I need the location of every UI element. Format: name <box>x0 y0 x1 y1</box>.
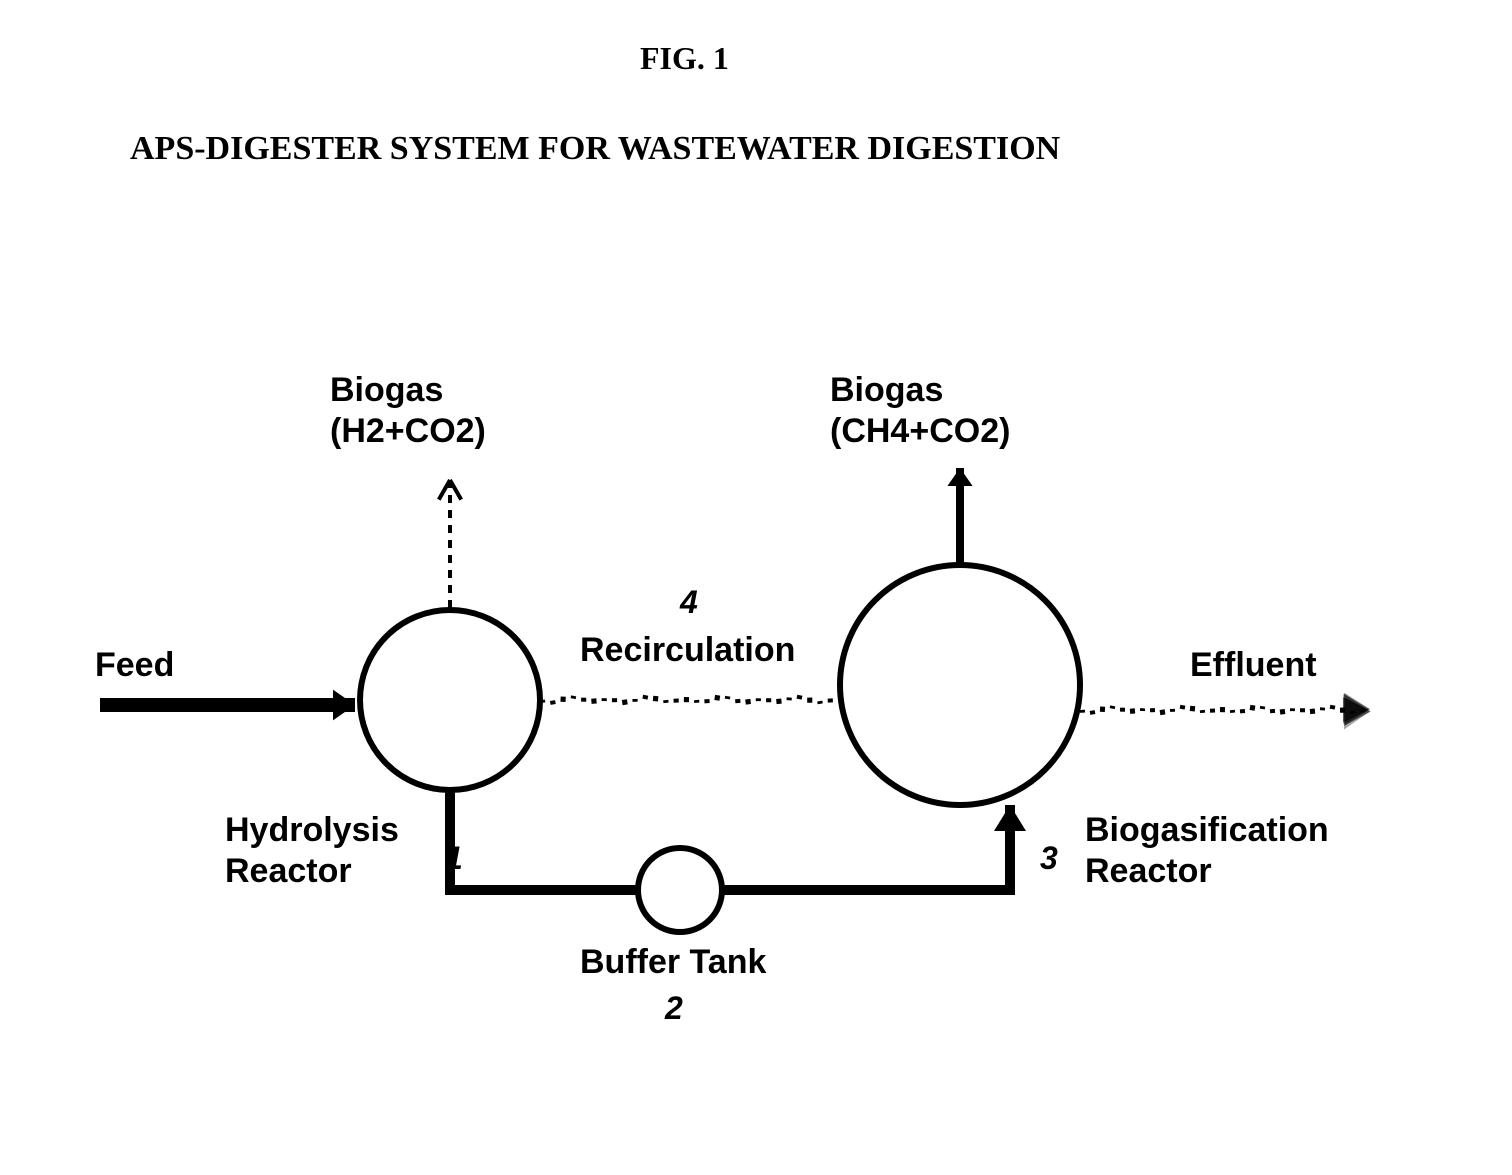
hydrolysis-to-buffer-edge <box>450 790 638 890</box>
biogas-right-arrow <box>947 468 972 563</box>
feed-arrow <box>100 690 355 721</box>
hydrolysis-node <box>360 610 540 790</box>
biogasification-node <box>840 565 1080 805</box>
biogas-left-arrow <box>439 480 461 608</box>
effluent-arrow <box>1080 693 1371 730</box>
hydrolysis-label: Hydrolysis Reactor <box>225 810 399 892</box>
buffer-to-biogasification-edge <box>722 805 1026 890</box>
recirculation-number: 4 <box>680 584 698 621</box>
biogas-right-label: Biogas (CH4+CO2) <box>830 370 1010 452</box>
buffer-label: Buffer Tank <box>580 942 766 983</box>
effluent-label: Effluent <box>1190 645 1317 686</box>
biogas-left-label: Biogas (H2+CO2) <box>330 370 486 452</box>
hydrolysis-number: 1 <box>445 840 463 877</box>
recirculation-arrow <box>540 697 833 703</box>
recirculation-label: Recirculation <box>580 630 795 671</box>
buffer-number: 2 <box>665 990 683 1027</box>
biogasification-number: 3 <box>1040 840 1058 877</box>
buffer-node <box>638 848 722 932</box>
feed-label: Feed <box>95 645 174 686</box>
diagram-canvas <box>0 0 1512 1175</box>
biogasification-label: Biogasification Reactor <box>1085 810 1329 892</box>
